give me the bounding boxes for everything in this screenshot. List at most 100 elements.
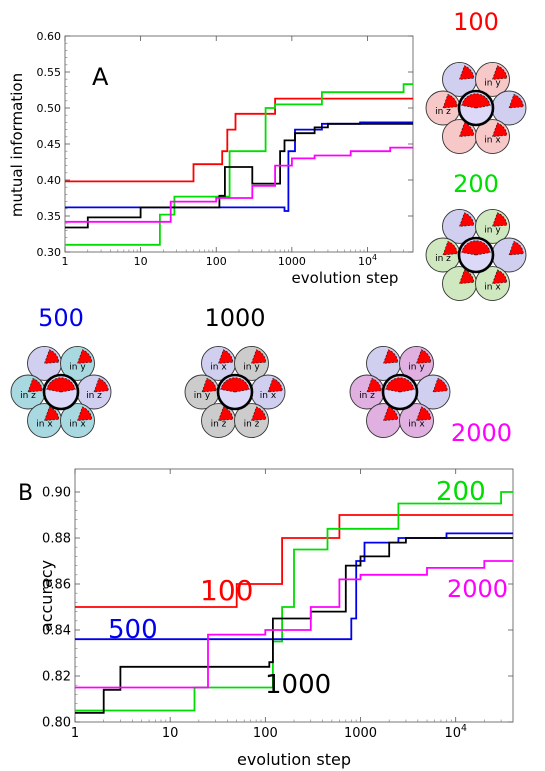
y-tick-label: 0.86	[42, 578, 71, 593]
series-label-500: 500	[108, 615, 158, 645]
node-wedge	[217, 406, 234, 421]
y-tick-label: 0.55	[37, 66, 62, 79]
y-tick-label: 0.35	[37, 210, 62, 223]
node-label: in z	[435, 107, 451, 117]
node-wedge	[491, 122, 508, 137]
node-wedge	[43, 349, 60, 364]
x-tick-label-exp: 4	[372, 253, 377, 262]
node-wedge	[508, 240, 524, 256]
x-tick-label: 1000	[344, 726, 377, 741]
network-500: 500 in y in z in x in z in x	[10, 304, 112, 439]
node-label: in x	[484, 283, 501, 293]
panel-label: A	[92, 63, 109, 91]
node-wedge	[458, 269, 475, 284]
network-title: 1000	[204, 304, 265, 332]
x-axis-label: evolution step	[292, 269, 399, 287]
panel-a: 0.30 0.35 0.40 0.45 0.50 0.55 0.60 1 10 100 1000 10…	[8, 30, 414, 287]
series-line-2000	[65, 146, 413, 223]
center-wedge	[461, 240, 491, 256]
series-label-1000: 1000	[265, 670, 331, 700]
y-tick-label: 0.84	[42, 624, 71, 639]
node-wedge	[508, 93, 524, 109]
node-label: in x	[36, 420, 53, 430]
node-wedge	[250, 406, 267, 421]
node-label: in y	[408, 362, 425, 372]
node-label: in z	[211, 420, 227, 430]
network-diagrams: 100 in y in z in x 200 in y in z in x 500 in y in …	[10, 8, 527, 447]
node-wedge	[366, 377, 382, 393]
y-axis-label: accuracy	[37, 560, 56, 632]
panel-label: B	[18, 481, 33, 506]
node-label: in z	[359, 391, 375, 401]
node-wedge	[267, 377, 283, 393]
series-label-2000: 2000	[447, 575, 508, 603]
node-wedge	[27, 377, 43, 393]
node-label: in z	[244, 420, 260, 430]
y-tick-label: 0.82	[42, 670, 71, 685]
x-tick-label: 1000	[278, 255, 306, 268]
node-wedge	[250, 349, 267, 364]
node-wedge	[93, 377, 109, 393]
y-tick-label: 0.45	[37, 138, 62, 151]
y-tick-label: 0.88	[42, 532, 71, 547]
y-tick-label: 0.40	[37, 174, 62, 187]
node-wedge	[382, 406, 399, 421]
x-tick-label: 104	[358, 253, 377, 268]
node-wedge	[458, 212, 475, 227]
y-tick-label: 0.50	[37, 102, 62, 115]
node-label: in z	[86, 391, 102, 401]
node-wedge	[491, 65, 508, 80]
series-line-2000	[75, 560, 513, 689]
node-label: in x	[69, 420, 86, 430]
node-label: in z	[435, 254, 451, 264]
x-tick-label: 10	[162, 726, 179, 741]
x-tick-label-exp: 4	[461, 723, 467, 734]
node-wedge	[43, 406, 60, 421]
y-tick-label: 0.90	[42, 486, 71, 501]
node-label: in z	[20, 391, 36, 401]
y-tick-label: 0.30	[37, 246, 62, 259]
y-tick-label: 0.80	[42, 716, 71, 731]
node-label: in y	[194, 391, 211, 401]
network-title: 200	[453, 170, 499, 198]
network-title: 500	[38, 304, 84, 332]
x-tick-label: 104	[444, 723, 467, 741]
x-tick-label-base: 10	[358, 255, 372, 268]
node-label: in x	[210, 362, 227, 372]
node-label: in y	[484, 225, 501, 235]
network-title: 2000	[451, 419, 512, 447]
series-line-1000	[65, 122, 413, 229]
node-wedge	[382, 349, 399, 364]
plot-frame	[64, 35, 414, 253]
center-wedge	[46, 377, 76, 393]
center-wedge	[461, 93, 491, 109]
x-tick-label: 1	[71, 726, 79, 741]
series-line-200	[65, 83, 413, 246]
series-line-100	[65, 97, 413, 183]
node-wedge	[415, 406, 432, 421]
network-200: 200 in y in z in x	[425, 170, 527, 302]
node-wedge	[415, 349, 432, 364]
node-label: in x	[484, 136, 501, 146]
node-wedge	[458, 122, 475, 137]
x-tick-label: 1	[62, 255, 69, 268]
node-wedge	[458, 65, 475, 80]
node-wedge	[432, 377, 448, 393]
node-label: in x	[408, 420, 425, 430]
node-label: in y	[243, 362, 260, 372]
node-label: in y	[484, 78, 501, 88]
network-100: 100 in y in z in x	[425, 8, 527, 155]
series-label-100: 100	[200, 574, 253, 607]
y-tick-label: 0.60	[37, 30, 62, 43]
series-label-200: 200	[436, 477, 486, 507]
node-wedge	[442, 93, 458, 109]
node-wedge	[442, 240, 458, 256]
node-label: in y	[69, 362, 86, 372]
x-tick-label: 100	[253, 726, 278, 741]
node-wedge	[76, 406, 93, 421]
node-wedge	[491, 269, 508, 284]
x-tick-label: 100	[206, 255, 227, 268]
y-axis-label: mutual information	[8, 73, 26, 217]
network-1000: 1000 in y in y in z in x in z in x	[184, 304, 286, 439]
